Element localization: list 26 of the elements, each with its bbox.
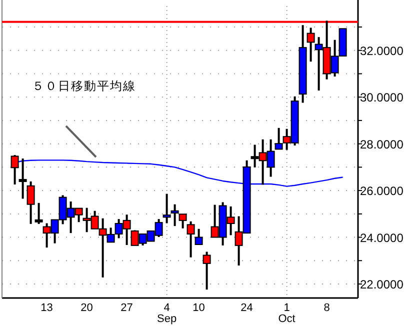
x-tick-label: 20 bbox=[80, 302, 93, 314]
candlestick bbox=[178, 213, 187, 230]
candlestick bbox=[10, 154, 19, 186]
candlestick bbox=[18, 158, 27, 200]
y-tick-label: 28.0000 bbox=[360, 137, 404, 152]
candlestick bbox=[186, 220, 195, 258]
candlestick bbox=[26, 180, 35, 225]
candlestick bbox=[170, 203, 179, 228]
y-tick-label: 24.0000 bbox=[360, 230, 404, 245]
candlestick bbox=[162, 192, 171, 224]
candlestick bbox=[34, 202, 43, 225]
x-tick-label: 13 bbox=[40, 302, 53, 314]
y-tick-label: 32.0000 bbox=[360, 44, 404, 58]
candlestick bbox=[194, 228, 203, 246]
candlestick bbox=[306, 26, 315, 63]
y-tick-label: 26.0000 bbox=[360, 184, 404, 198]
y-tick-label: 30.0000 bbox=[360, 90, 404, 105]
candlestick bbox=[202, 250, 211, 291]
x-tick-label: 27 bbox=[120, 302, 133, 314]
annotation: ５０日移動平均線 bbox=[32, 79, 136, 93]
x-tick-label: 8 bbox=[324, 302, 330, 314]
x-tick-label: 10 bbox=[192, 302, 205, 314]
x-tick-label: 1 Oct bbox=[278, 302, 296, 325]
x-tick-label: 4 Sep bbox=[157, 302, 177, 325]
x-tick-label: 24 bbox=[240, 302, 253, 314]
y-tick-label: 22.0000 bbox=[360, 277, 404, 292]
